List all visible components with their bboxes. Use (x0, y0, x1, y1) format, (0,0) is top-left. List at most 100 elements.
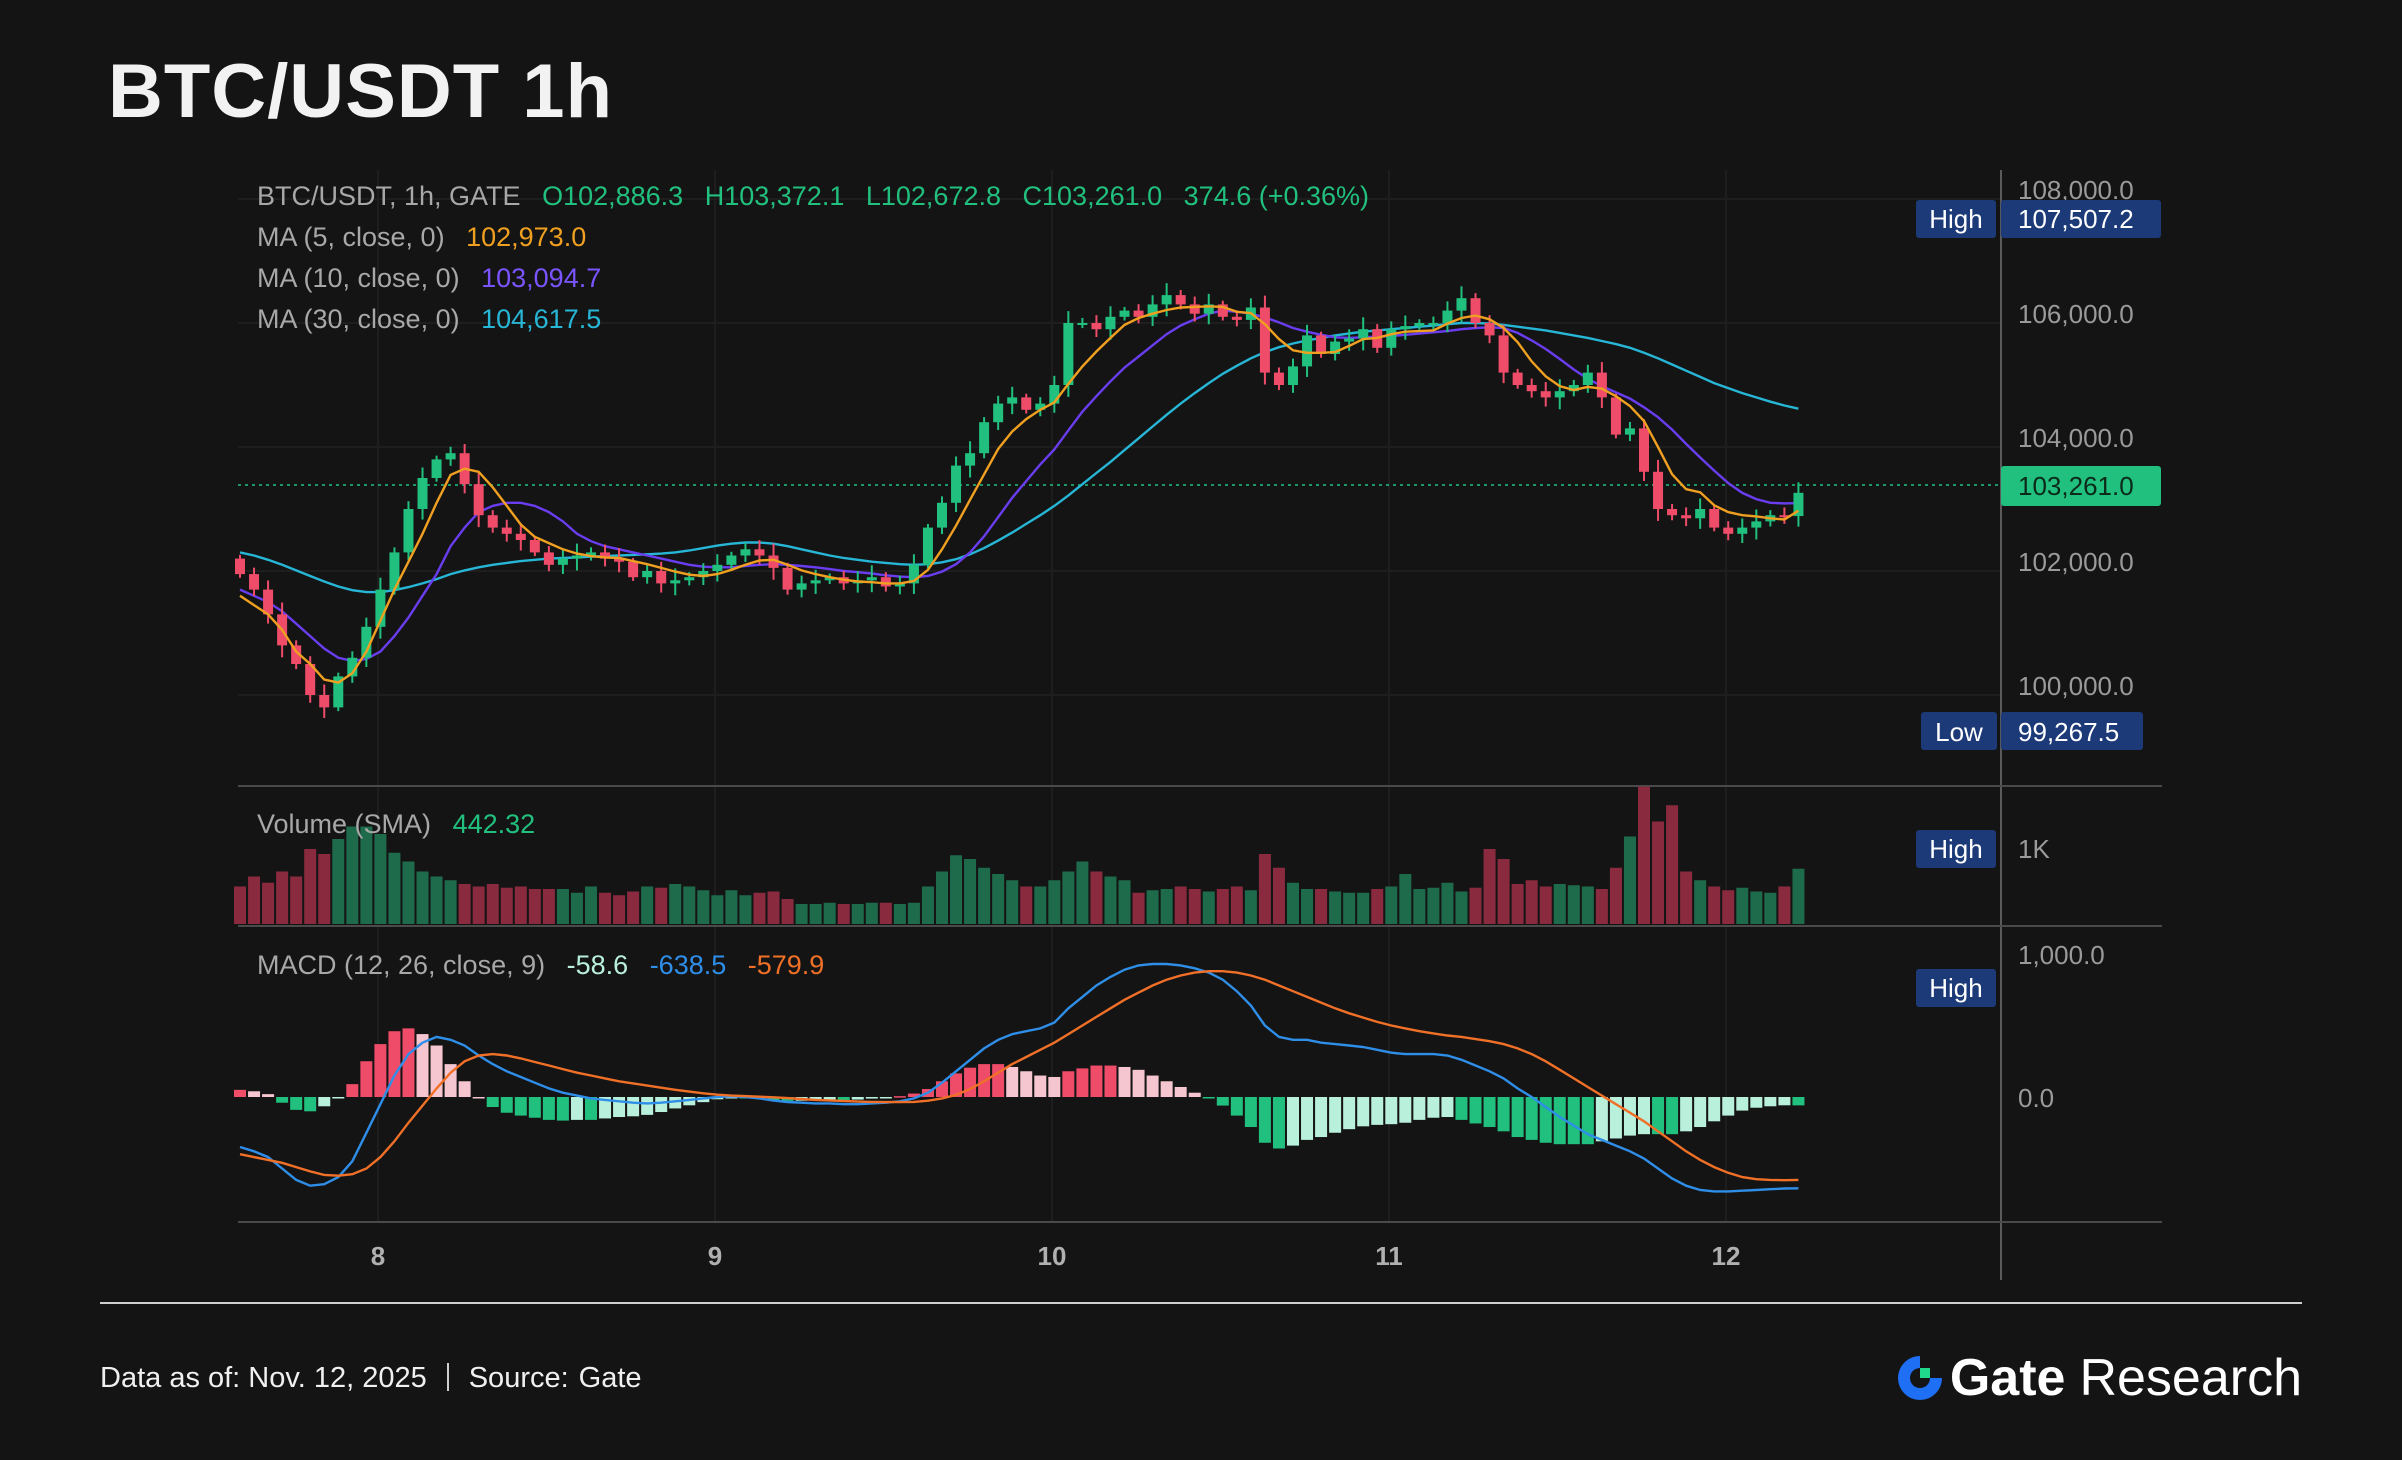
volume-bar (402, 861, 415, 924)
volume-bar (1497, 859, 1510, 924)
macd-hist-bar (332, 1097, 345, 1099)
macd-hist-bar (416, 1034, 429, 1097)
macd-hist-bar (444, 1064, 457, 1097)
candle-body (319, 695, 330, 708)
volume-high-badge-bg (1916, 830, 1996, 868)
macd-legend-label: MACD (12, 26, close, 9) (257, 950, 545, 980)
volume-bar (1581, 886, 1594, 924)
macd-line (239, 962, 1799, 1193)
volume-bar (641, 886, 654, 924)
candle-body (796, 583, 807, 590)
volume-bar (1329, 891, 1342, 924)
volume-bar (725, 890, 738, 924)
time-tick-12: 12 (1712, 1241, 1741, 1271)
candle-body (698, 571, 709, 578)
volume-bar (1385, 886, 1398, 924)
macd-hist-bar (1413, 1097, 1426, 1120)
macd-hist-bar (1680, 1097, 1693, 1132)
macd-hist-bar (599, 1097, 612, 1119)
volume-bar (1034, 886, 1047, 924)
macd-hist-bar (1623, 1097, 1636, 1136)
macd-hist-bar (1595, 1097, 1608, 1142)
macd-hist-bar (486, 1097, 499, 1108)
ma5-line (239, 305, 1800, 684)
macd-hist-bar (1216, 1097, 1229, 1106)
volume-bar (1469, 887, 1482, 924)
volume-bar (1146, 890, 1159, 924)
volume-bar (599, 892, 612, 924)
time-tick-8: 8 (371, 1241, 385, 1271)
candle-body (1021, 397, 1032, 410)
volume-bar (1287, 882, 1299, 924)
macd-legend-macd: -638.5 (650, 950, 727, 980)
volume-bar (1694, 880, 1707, 924)
volume-bar (290, 876, 303, 924)
volume-bar (613, 895, 626, 924)
ma10-legend-label: MA (10, close, 0) (257, 263, 460, 293)
legend-high: H103,372.1 (705, 181, 845, 211)
volume-bar (486, 884, 499, 924)
candle-body (1442, 310, 1453, 323)
volume-bar (739, 895, 752, 924)
macd-hist-bar (1132, 1069, 1145, 1097)
volume-bar (388, 852, 401, 924)
candle-body (1147, 304, 1158, 317)
macd-hist-bar (1736, 1097, 1749, 1111)
volume-bar (1118, 880, 1131, 924)
candle-body (333, 676, 344, 708)
volume-bar (1722, 890, 1735, 924)
candle-body (1526, 385, 1537, 392)
macd-histogram (234, 1028, 1805, 1149)
macd-hist-bar (304, 1097, 317, 1112)
candle-body (810, 580, 821, 584)
candle-body (1653, 471, 1664, 509)
candle-body (908, 564, 919, 584)
candle-body (1639, 428, 1649, 472)
volume-bar (627, 891, 640, 924)
candle-body (375, 589, 386, 627)
candle-body (1737, 527, 1748, 534)
macd-hist-bar (964, 1067, 977, 1097)
macd-hist-bar (458, 1081, 471, 1097)
candle-body (628, 561, 639, 578)
ma5-legend: MA (5, close, 0) 102,973.0 (257, 222, 586, 252)
low-badge-label-bg (1921, 712, 1997, 750)
macd-hist-bar (907, 1093, 920, 1097)
volume-bar (1455, 891, 1468, 924)
volume-bar (360, 826, 373, 924)
volume-bar (1525, 880, 1538, 924)
volume-bar (1006, 880, 1019, 924)
volume-bar (936, 871, 948, 924)
time-tick-10: 10 (1038, 1241, 1067, 1271)
macd-high-badge: High (1929, 973, 1982, 1003)
grid-lines (238, 170, 2001, 1222)
macd-legend-hist: -58.6 (567, 950, 629, 980)
candle-body (1498, 335, 1509, 373)
volume-bar (1315, 889, 1328, 924)
volume-bar (1666, 805, 1679, 924)
candle-body (1723, 527, 1734, 534)
macd-hist-bar (1315, 1097, 1328, 1138)
candle-body (361, 626, 372, 658)
legend-symbol: BTC/USDT, 1h, GATE (257, 181, 521, 211)
volume-bar (1258, 854, 1271, 924)
volume-legend-label: Volume (SMA) (257, 809, 431, 839)
candle-body (1203, 304, 1214, 314)
candle-body (263, 589, 274, 615)
macd-hist-bar (1497, 1097, 1510, 1132)
candle-body (529, 540, 540, 553)
page-title: BTC/USDT 1h (108, 49, 613, 134)
macd-hist-bar (1694, 1097, 1707, 1128)
low-badge-value-bg (2001, 712, 2143, 750)
macd-hist-bar (1525, 1097, 1538, 1140)
candle-body (726, 555, 737, 565)
candle-body (417, 478, 428, 509)
macd-hist-bar (1371, 1097, 1384, 1125)
macd-hist-bar (1343, 1097, 1356, 1130)
macd-hist-bar (318, 1097, 331, 1107)
volume-bar (472, 886, 485, 924)
volume-bar (1160, 889, 1173, 924)
macd-hist-bar (472, 1097, 485, 1099)
candle-body (487, 515, 498, 528)
volume-bar (346, 826, 359, 924)
